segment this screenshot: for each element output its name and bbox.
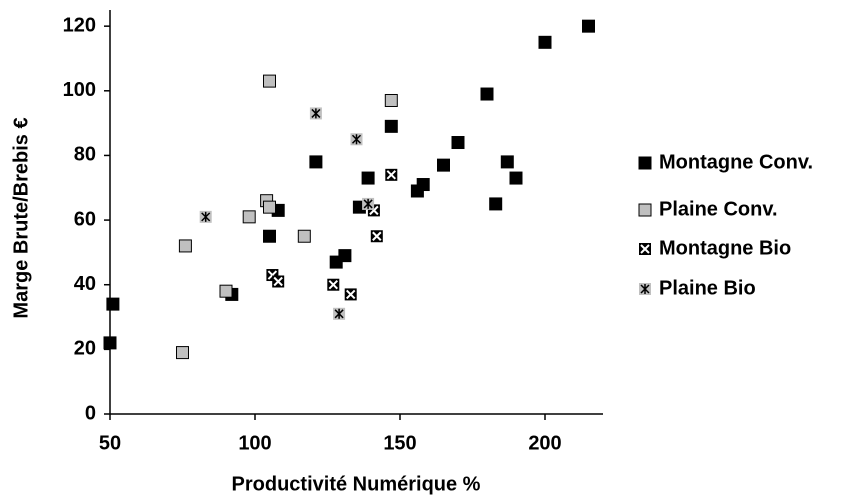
y-tick-label: 0 <box>85 402 96 424</box>
point-star <box>201 211 211 222</box>
y-tick-label: 80 <box>74 144 96 166</box>
point-cross <box>386 170 397 180</box>
point-box <box>309 155 323 169</box>
point-box <box>106 297 120 311</box>
point-box <box>361 171 375 185</box>
point <box>582 19 595 33</box>
point <box>309 155 323 169</box>
y-axis-label: Marge Brute/Brebis € <box>10 117 32 318</box>
point-star <box>351 134 362 145</box>
point <box>509 171 523 185</box>
legend-label: Plaine Conv. <box>659 198 778 220</box>
point <box>263 200 276 214</box>
point-box <box>178 239 192 253</box>
point <box>370 230 383 243</box>
point-cross <box>372 231 382 241</box>
legend-label: Montagne Conv. <box>659 151 813 173</box>
point-box <box>638 203 652 217</box>
point <box>103 336 117 350</box>
point <box>333 307 346 320</box>
point <box>297 229 311 243</box>
point <box>384 93 398 107</box>
point <box>350 133 363 146</box>
point-box <box>480 87 494 101</box>
point <box>106 297 120 311</box>
y-tick-label: 20 <box>74 338 96 360</box>
point-box <box>509 171 523 185</box>
point <box>327 278 340 291</box>
point <box>219 284 233 298</box>
point <box>416 178 430 192</box>
point-box <box>582 19 595 33</box>
point-box <box>219 284 233 298</box>
point-box <box>263 74 276 88</box>
point <box>362 197 375 210</box>
point-star <box>311 108 321 119</box>
point <box>361 171 375 185</box>
legend-label: Plaine Bio <box>659 277 756 299</box>
x-tick-label: 50 <box>99 432 121 454</box>
x-tick-label: 100 <box>238 432 271 454</box>
point-box <box>437 158 450 172</box>
point <box>385 168 398 181</box>
legend-marker <box>638 203 652 217</box>
point-box <box>451 136 465 150</box>
point-box <box>538 35 552 49</box>
point-box <box>489 197 503 211</box>
point <box>500 155 514 169</box>
point-cross <box>640 244 650 254</box>
point <box>384 119 398 133</box>
point-star <box>363 198 373 209</box>
point-box <box>384 119 398 133</box>
point-box <box>638 156 652 170</box>
point-cross <box>328 280 339 290</box>
y-tick-label: 40 <box>74 273 96 295</box>
point <box>489 197 503 211</box>
point <box>178 239 192 253</box>
point <box>309 107 322 120</box>
point <box>344 288 357 301</box>
point <box>538 35 552 49</box>
point-star <box>640 284 650 294</box>
point-box <box>263 200 276 214</box>
point <box>263 74 276 88</box>
point <box>242 210 256 224</box>
legend-marker <box>638 156 652 170</box>
point-cross <box>273 276 283 287</box>
point-cross <box>345 289 356 300</box>
point-box <box>384 93 398 107</box>
point <box>176 346 189 360</box>
point-box <box>500 155 514 169</box>
point <box>480 87 494 101</box>
point <box>263 229 276 243</box>
point <box>272 275 285 288</box>
x-tick-label: 150 <box>383 432 416 454</box>
legend-marker <box>639 243 651 255</box>
point-box <box>416 178 430 192</box>
x-axis-label: Productivité Numérique % <box>232 473 481 495</box>
point-box <box>242 210 256 224</box>
point <box>199 210 212 223</box>
y-tick-label: 120 <box>63 14 96 36</box>
point-box <box>263 229 276 243</box>
y-tick-label: 60 <box>74 208 96 230</box>
legend-marker <box>639 283 651 295</box>
y-tick-label: 100 <box>63 79 96 101</box>
point-star <box>334 308 344 319</box>
point <box>451 136 465 150</box>
point-box <box>297 229 311 243</box>
x-tick-label: 200 <box>528 432 561 454</box>
point-box <box>103 336 117 350</box>
point <box>338 249 352 263</box>
point <box>437 158 450 172</box>
legend-label: Montagne Bio <box>659 237 791 259</box>
point-box <box>338 249 352 263</box>
point-box <box>176 346 189 360</box>
